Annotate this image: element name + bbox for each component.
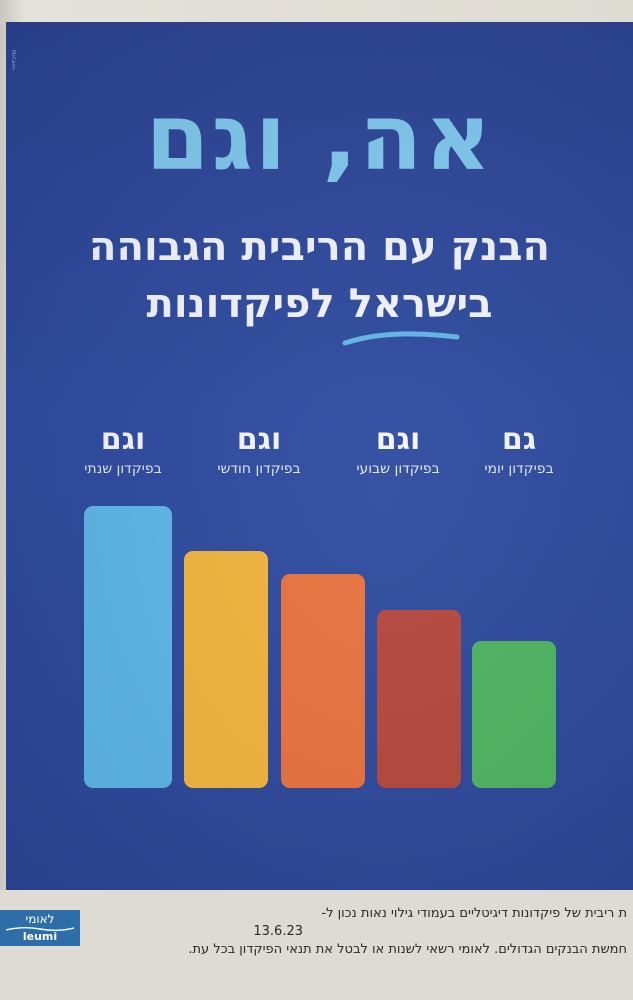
label-yearly-small: בפיקדון שנתי: [84, 461, 162, 477]
label-yearly: וגם בפיקדון שנתי: [68, 425, 178, 478]
footer-strip: [0, 890, 633, 1000]
advertisement: McCann אה, וגם הבנק עם הריבית הגבוהה ביש…: [6, 22, 633, 890]
leumi-logo-english: leumi: [22, 930, 58, 943]
disclaimer-date: 13.6.23: [253, 924, 303, 939]
label-weekly: וגם בפיקדון שבועי: [343, 425, 453, 478]
subline-top: הבנק עם הריבית הגבוהה: [89, 224, 550, 270]
label-daily-small: בפיקדון יומי: [484, 461, 554, 477]
label-monthly-small: בפיקדון חודשי: [217, 461, 301, 477]
label-monthly: וגם בפיקדון חודשי: [204, 425, 314, 478]
agency-credit: McCann: [10, 50, 16, 70]
disclaimer-line-3: חמשת הבנקים הגדולים. לאומי רשאי לשנות או…: [188, 942, 627, 957]
label-weekly-big: וגם: [375, 422, 421, 457]
label-weekly-small: בפיקדון שבועי: [356, 461, 440, 477]
leumi-wave-icon: [6, 927, 74, 931]
label-monthly-big: וגם: [236, 422, 282, 457]
bar-yearly: [84, 506, 172, 788]
bar-daily: [472, 641, 556, 788]
bar-quarterly: [184, 551, 268, 788]
leumi-logo-hebrew: לאומי: [25, 912, 55, 926]
underline-swoosh: [342, 331, 460, 346]
label-daily-big: גם: [501, 422, 537, 457]
bar-monthly: [281, 574, 365, 788]
leumi-logo: לאומי leumi: [0, 910, 80, 946]
label-yearly-big: וגם: [100, 422, 146, 457]
bar-weekly: [377, 610, 461, 788]
label-daily: גם בפיקדון יומי: [464, 425, 574, 478]
disclaimer-line-1: ת ריבית של פיקדונות דיגיטליים בעמודי גיל…: [321, 906, 627, 921]
headline: אה, וגם: [145, 84, 494, 191]
subline-bottom: בישראל לפיקדונות: [146, 281, 493, 327]
